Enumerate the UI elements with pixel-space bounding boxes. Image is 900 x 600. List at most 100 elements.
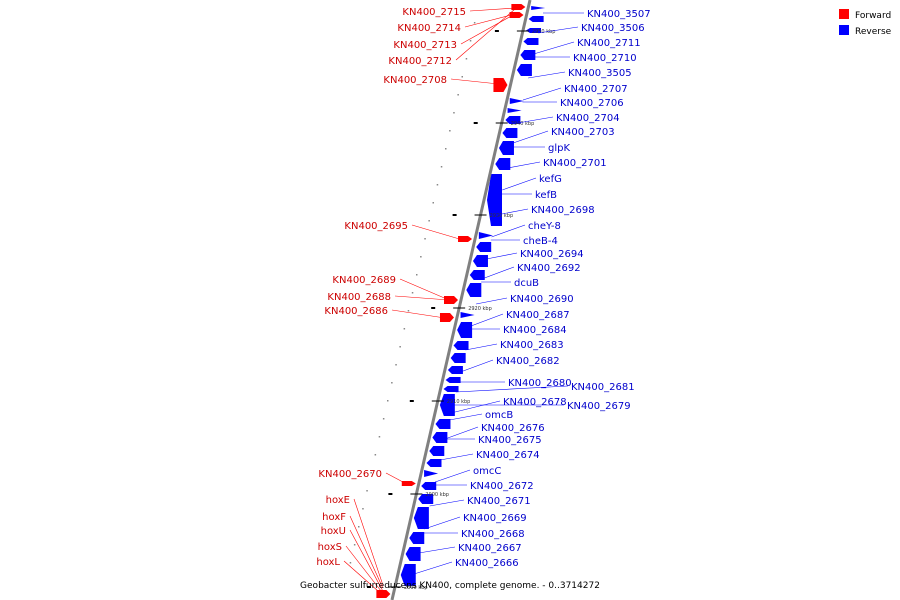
- forward-gene-label[interactable]: KN400_2713: [393, 40, 457, 51]
- minor-tick: [428, 220, 430, 222]
- reverse-leader-line: [533, 41, 575, 55]
- genome-backbone: [390, 0, 532, 600]
- minor-tick: [403, 328, 406, 330]
- reverse-gene-label[interactable]: KN400_3505: [568, 68, 632, 79]
- forward-leader-line: [455, 7, 517, 61]
- reverse-leader-line: [476, 297, 508, 305]
- legend-reverse-label: Reverse: [855, 27, 892, 37]
- forward-gene-label[interactable]: hoxF: [322, 512, 346, 523]
- minor-tick: [370, 472, 372, 474]
- forward-gene-label[interactable]: KN400_2686: [324, 306, 388, 317]
- kbp-tick-label: 2890 kbp: [404, 585, 428, 591]
- reverse-gene-label[interactable]: KN400_2667: [458, 543, 522, 554]
- reverse-gene-label[interactable]: KN400_2701: [543, 158, 607, 169]
- reverse-gene-label[interactable]: cheY-8: [528, 221, 561, 232]
- reverse-leader-line: [440, 453, 474, 461]
- reverse-gene-label[interactable]: KN400_2704: [556, 113, 620, 124]
- tick-dash: [494, 30, 499, 32]
- reverse-gene-block: [409, 532, 425, 544]
- forward-leader-line: [469, 7, 517, 12]
- reverse-leader-line: [507, 161, 541, 169]
- reverse-gene-label[interactable]: KN400_2674: [476, 450, 540, 461]
- forward-gene-label[interactable]: KN400_2708: [383, 75, 447, 86]
- reverse-gene-label[interactable]: KN400_2678: [503, 397, 567, 408]
- forward-leader-line: [394, 295, 450, 301]
- reverse-gene-label[interactable]: dcuB: [514, 278, 539, 289]
- forward-gene-block: [376, 590, 391, 598]
- reverse-gene-block: [520, 50, 536, 60]
- reverse-gene-label[interactable]: KN400_3506: [581, 23, 645, 34]
- reverse-gene-label[interactable]: KN400_2682: [496, 356, 560, 367]
- minor-tick: [453, 112, 455, 114]
- gene-blocks: [376, 4, 546, 598]
- reverse-gene-label[interactable]: KN400_2692: [517, 263, 581, 274]
- forward-leader-line: [399, 278, 450, 301]
- reverse-gene-label[interactable]: KN400_2690: [510, 294, 574, 305]
- reverse-gene-label[interactable]: KN400_2675: [478, 435, 542, 446]
- reverse-gene-label[interactable]: kefG: [539, 174, 562, 185]
- minor-tick: [407, 310, 410, 312]
- reverse-gene-label[interactable]: KN400_2703: [551, 127, 615, 138]
- reverse-gene-label[interactable]: cheB-4: [523, 236, 558, 247]
- reverse-gene-block: [435, 419, 451, 429]
- forward-gene-label[interactable]: KN400_2714: [397, 23, 461, 34]
- reverse-gene-label[interactable]: KN400_2698: [531, 205, 595, 216]
- reverse-leader-line: [486, 252, 518, 260]
- tick-dash: [367, 586, 371, 588]
- tick-dash: [473, 122, 478, 124]
- forward-gene-label[interactable]: KN400_2670: [318, 469, 382, 480]
- reverse-gene-block: [505, 116, 521, 124]
- reverse-gene-label[interactable]: kefB: [535, 190, 557, 201]
- forward-gene-label[interactable]: KN400_2715: [402, 7, 466, 18]
- forward-gene-block: [511, 4, 526, 10]
- reverse-gene-block: [528, 16, 544, 22]
- reverse-gene-block: [413, 507, 429, 529]
- reverse-gene-label[interactable]: KN400_2680: [508, 378, 572, 389]
- minor-tick: [387, 400, 389, 402]
- forward-gene-label[interactable]: hoxL: [316, 557, 340, 568]
- reverse-gene-label[interactable]: KN400_2671: [467, 496, 531, 507]
- forward-leader-line: [391, 309, 445, 319]
- forward-gene-label[interactable]: hoxU: [321, 526, 346, 537]
- reverse-leader-line: [424, 516, 461, 530]
- reverse-gene-label[interactable]: KN400_2683: [500, 340, 564, 351]
- reverse-gene-label[interactable]: KN400_2711: [577, 38, 641, 49]
- forward-leader-line: [345, 545, 383, 593]
- reverse-gene-label[interactable]: KN400_2710: [573, 53, 637, 64]
- reverse-gene-label[interactable]: omcB: [485, 410, 513, 421]
- reverse-gene-label[interactable]: glpK: [548, 143, 570, 154]
- reverse-gene-block: [516, 64, 532, 76]
- reverse-gene-label[interactable]: KN400_2707: [564, 84, 628, 95]
- reverse-gene-block: [478, 232, 493, 239]
- minor-tick: [416, 274, 418, 276]
- reverse-gene-label[interactable]: KN400_2666: [455, 558, 519, 569]
- minor-tick: [465, 58, 468, 60]
- minor-tick: [436, 184, 439, 186]
- minor-tick: [420, 256, 422, 258]
- tick-dash: [409, 400, 414, 402]
- forward-gene-label[interactable]: KN400_2712: [388, 56, 452, 67]
- reverse-gene-label[interactable]: KN400_2687: [506, 310, 570, 321]
- reverse-gene-label[interactable]: KN400_2669: [463, 513, 527, 524]
- forward-gene-label[interactable]: KN400_2688: [327, 292, 391, 303]
- minor-tick: [469, 40, 472, 42]
- reverse-gene-label[interactable]: KN400_2684: [503, 325, 567, 336]
- reverse-gene-label[interactable]: KN400_2681: [571, 382, 635, 393]
- reverse-gene-label[interactable]: omcC: [473, 466, 501, 477]
- minor-tick: [411, 292, 414, 294]
- reverse-gene-label[interactable]: KN400_2694: [520, 249, 584, 260]
- reverse-leader-line: [455, 385, 569, 393]
- reverse-gene-label[interactable]: KN400_2676: [481, 423, 545, 434]
- reverse-gene-label[interactable]: KN400_2668: [461, 529, 525, 540]
- minor-tick: [349, 562, 352, 564]
- reverse-gene-label[interactable]: KN400_2672: [470, 481, 534, 492]
- reverse-gene-label[interactable]: KN400_2706: [560, 98, 624, 109]
- forward-gene-label[interactable]: hoxS: [318, 542, 342, 553]
- tick-dash: [388, 493, 393, 495]
- reverse-gene-label[interactable]: KN400_2679: [567, 401, 631, 412]
- reverse-gene-label[interactable]: KN400_3507: [587, 9, 651, 20]
- reverse-gene-block: [421, 482, 437, 490]
- forward-gene-label[interactable]: hoxE: [326, 495, 350, 506]
- forward-gene-label[interactable]: KN400_2695: [344, 221, 408, 232]
- forward-gene-label[interactable]: KN400_2689: [332, 275, 396, 286]
